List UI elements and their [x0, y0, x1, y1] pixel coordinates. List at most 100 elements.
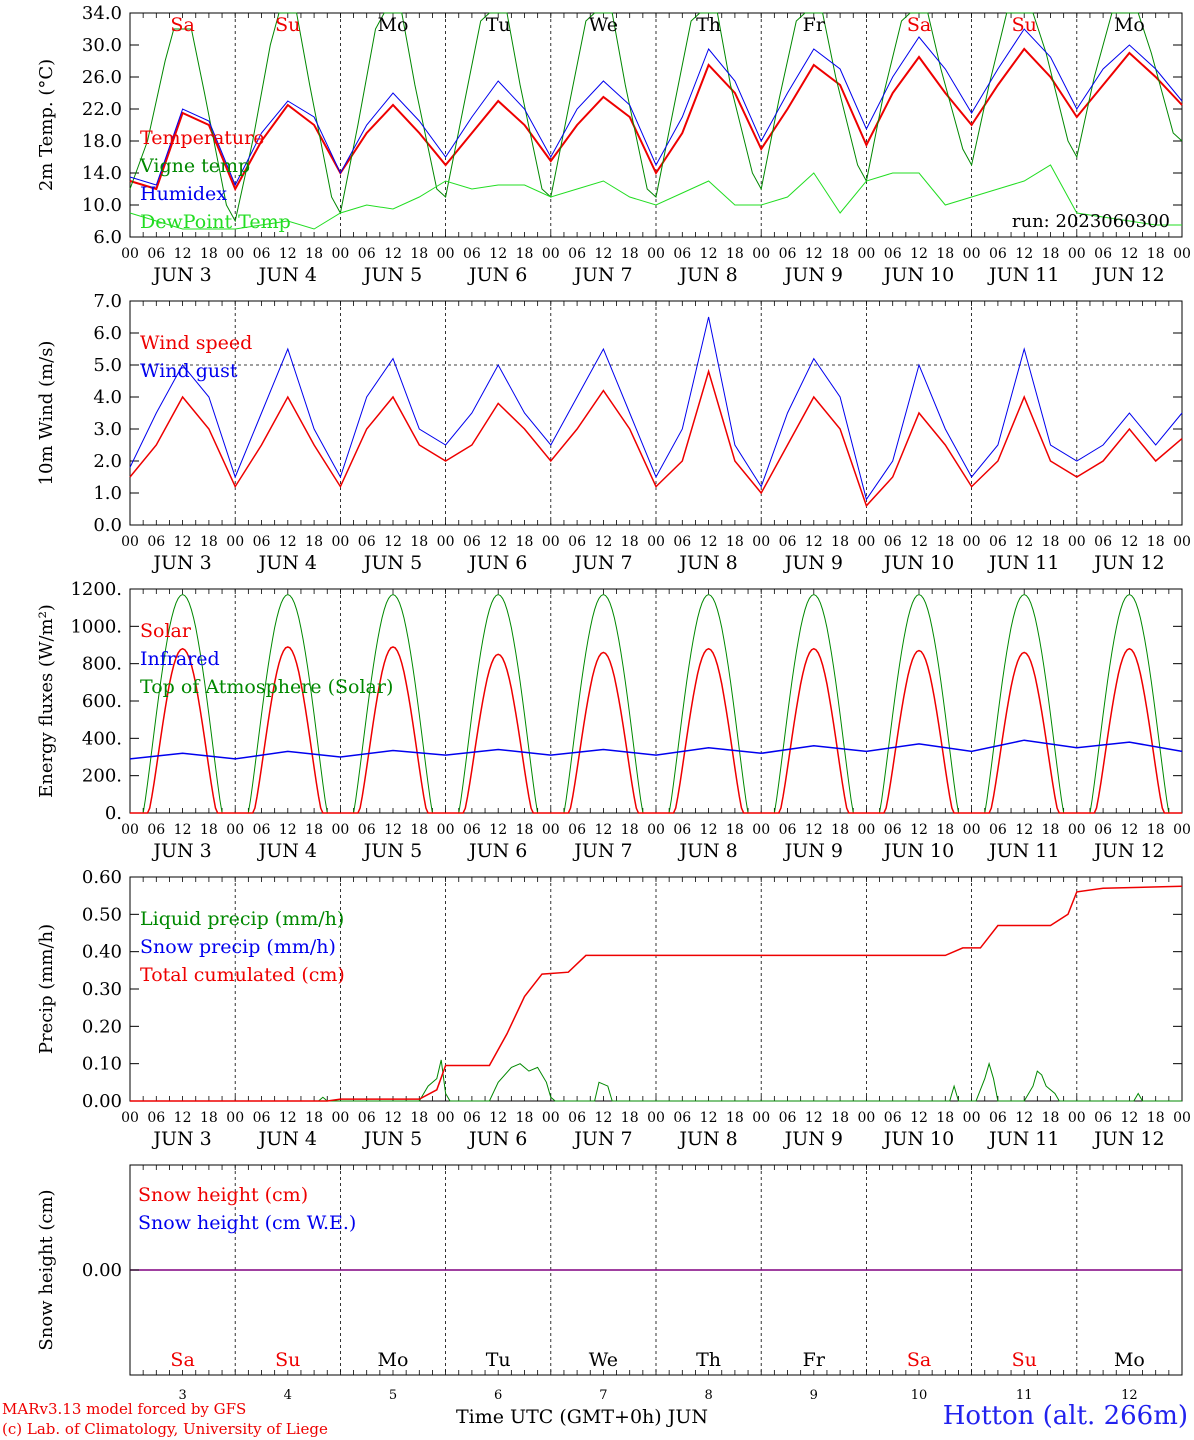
hour-label: 06	[1094, 246, 1112, 262]
hour-label: 00	[226, 246, 244, 262]
day-label: JUN 4	[257, 1128, 317, 1150]
hour-label: 18	[1042, 1110, 1060, 1126]
y-tick-label: 5.0	[93, 355, 122, 376]
y-tick-label: 0.20	[82, 1016, 122, 1037]
day-label: JUN 8	[677, 552, 737, 574]
toa-curve	[550, 594, 656, 814]
hour-label: 12	[594, 1110, 612, 1126]
day-label: JUN 4	[257, 552, 317, 574]
hour-label: 18	[200, 822, 218, 838]
day-label: JUN 7	[572, 552, 632, 574]
day-label: JUN 3	[151, 552, 211, 574]
weekday-label: Su	[275, 1349, 300, 1371]
hour-label: 12	[174, 822, 192, 838]
legend-entry: Vigne temp	[139, 155, 250, 177]
day-label: JUN 3	[151, 840, 211, 862]
panel-2: 10m Wind (m/s) 0.0 1.0 2.0 3.0 4.0 5.0 6.0 7.0 00…	[36, 291, 1191, 574]
legend-entry: Infrared	[140, 648, 220, 670]
weekday-label: Th	[696, 1349, 721, 1371]
hour-label: 06	[568, 246, 586, 262]
liquid-precip	[130, 1059, 1182, 1102]
hour-label: 06	[673, 534, 691, 550]
hour-label: 18	[1042, 822, 1060, 838]
hour-label: 18	[726, 246, 744, 262]
day-label: JUN 5	[362, 552, 422, 574]
hour-label: 06	[253, 822, 271, 838]
panel-3: Energy fluxes (W/m²) 0. 200. 400. 600. 800. 10…	[36, 579, 1191, 862]
hour-label: 00	[857, 246, 875, 262]
hour-label: 06	[253, 246, 271, 262]
hour-label: 12	[700, 246, 718, 262]
hour-label: 18	[726, 822, 744, 838]
run-label: run: 2023060300	[1012, 211, 1170, 232]
y-tick-label: 2.0	[93, 451, 122, 472]
hour-label: 18	[305, 822, 323, 838]
day-number: 4	[284, 1388, 292, 1403]
hour-label: 00	[437, 534, 455, 550]
day-number: 10	[911, 1388, 928, 1403]
y-tick-label: 0.60	[82, 867, 122, 888]
toa-curve	[761, 594, 867, 814]
legend-entry: Wind speed	[140, 332, 252, 354]
hour-label: 00	[542, 1110, 560, 1126]
hour-label: 00	[542, 822, 560, 838]
y-tick-label: 3.0	[93, 419, 122, 440]
day-label: JUN 12	[1092, 264, 1164, 286]
hour-label: 12	[489, 534, 507, 550]
solar-curve	[235, 646, 341, 814]
weekday-label: Mo	[1114, 14, 1145, 36]
hour-label: 00	[1068, 822, 1086, 838]
solar-curve	[340, 646, 446, 814]
day-label: JUN 9	[783, 840, 843, 862]
hour-label: 00	[752, 246, 770, 262]
legend-entry: Temperature	[140, 127, 264, 149]
hour-label: 06	[147, 822, 165, 838]
series-vigne	[129, 12, 1183, 223]
hour-label: 00	[437, 246, 455, 262]
hour-label: 00	[1173, 534, 1191, 550]
hour-label: 00	[963, 534, 981, 550]
series-temperature	[129, 47, 1183, 192]
solar-curve	[550, 651, 656, 814]
panel-frame	[129, 300, 1183, 526]
weekday-label: Sa	[170, 1349, 194, 1371]
total-cumulated	[130, 885, 1183, 1102]
day-label: JUN 3	[151, 1128, 211, 1150]
hour-label: 00	[226, 1110, 244, 1126]
day-label: JUN 8	[677, 840, 737, 862]
weekday-label: Mo	[378, 1349, 409, 1371]
hour-label: 12	[594, 822, 612, 838]
hour-label: 12	[700, 822, 718, 838]
day-label: JUN 9	[783, 552, 843, 574]
hour-label: 06	[253, 1110, 271, 1126]
y-tick-label: 0.50	[82, 904, 122, 925]
toa-curve	[866, 594, 972, 814]
hour-label: 00	[437, 822, 455, 838]
y-axis-label: 2m Temp. (°C)	[36, 59, 57, 191]
series-speed	[129, 368, 1183, 508]
hour-label: 18	[621, 822, 639, 838]
day-number: 11	[1016, 1388, 1033, 1403]
toa-curve	[656, 594, 762, 814]
hour-label: 18	[936, 534, 954, 550]
hour-label: 00	[121, 534, 139, 550]
weekday-label: Th	[696, 14, 721, 36]
hour-label: 18	[200, 1110, 218, 1126]
day-label: JUN 5	[362, 264, 422, 286]
hour-label: 12	[805, 1110, 823, 1126]
hour-label: 06	[253, 534, 271, 550]
hour-label: 18	[726, 534, 744, 550]
hour-label: 12	[489, 246, 507, 262]
day-label: JUN 10	[882, 552, 954, 574]
weekday-label: Mo	[1114, 1349, 1145, 1371]
hour-label: 18	[516, 1110, 534, 1126]
hour-label: 06	[1094, 534, 1112, 550]
hour-label: 18	[1147, 246, 1165, 262]
day-label: JUN 10	[882, 1128, 954, 1150]
hour-label: 06	[358, 246, 376, 262]
hour-label: 18	[305, 1110, 323, 1126]
hour-label: 18	[1147, 534, 1165, 550]
hour-label: 12	[910, 534, 928, 550]
hour-label: 06	[1094, 1110, 1112, 1126]
y-axis-label: Precip (mm/h)	[36, 924, 57, 1054]
